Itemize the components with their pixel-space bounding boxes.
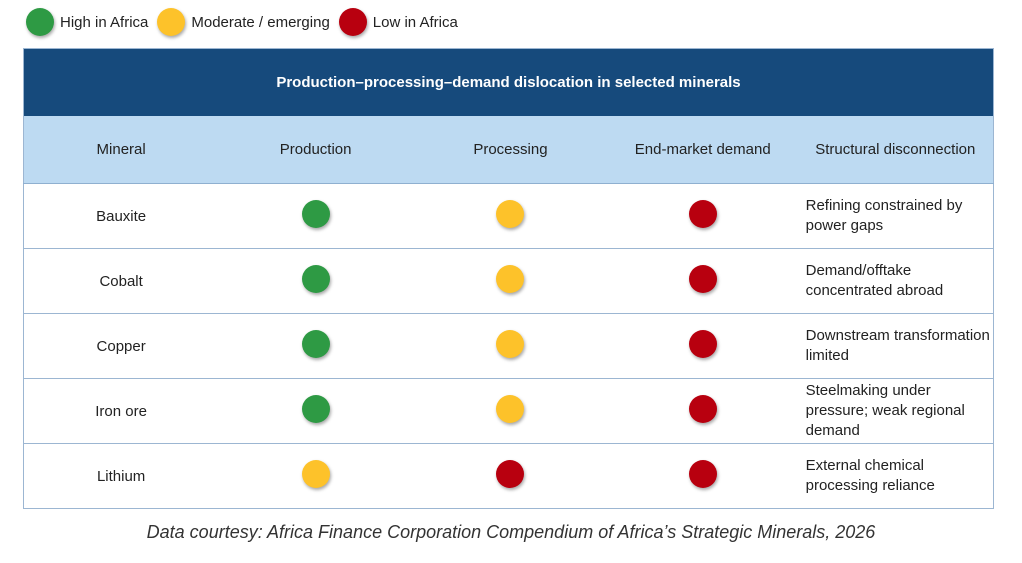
disconnection-cell: Demand/offtake concentrated abroad — [797, 248, 994, 314]
col-header-production: Production — [218, 116, 414, 184]
moderate-status-dot-icon — [301, 460, 330, 488]
demand-cell — [607, 248, 798, 314]
minerals-table: Production–processing–demand dislocation… — [23, 48, 994, 509]
demand-cell — [607, 183, 798, 249]
high-status-dot-icon — [301, 200, 330, 228]
table-row: Iron ore Steelmaking under pressure; weak… — [23, 378, 994, 444]
moderate-status-dot-icon — [496, 395, 525, 423]
moderate-status-dot-icon — [496, 330, 525, 358]
disconnection-cell: Refining constrained by power gaps — [797, 183, 994, 249]
legend: High in Africa Moderate / emerging Low i… — [26, 8, 467, 36]
legend-label: Moderate / emerging — [191, 13, 330, 31]
low-status-dot-icon — [688, 460, 717, 488]
production-cell — [218, 313, 414, 379]
processing-cell — [413, 248, 608, 314]
low-status-dot-icon — [688, 200, 717, 228]
mineral-cell: Copper — [23, 313, 219, 379]
caption: Data courtesy: Africa Finance Corporatio… — [146, 522, 876, 542]
disconnection-cell: External chemical processing reliance — [797, 443, 994, 509]
legend-item-moderate: Moderate / emerging — [157, 8, 330, 36]
low-status-dot-icon — [688, 395, 717, 423]
table-row: Lithium External chemical processing reli… — [23, 443, 994, 509]
low-status-dot-icon — [688, 330, 717, 358]
production-cell — [218, 248, 414, 314]
low-status-dot-icon — [496, 460, 525, 488]
production-cell — [218, 378, 414, 444]
processing-cell — [413, 313, 608, 379]
low-status-dot-icon — [688, 265, 717, 293]
moderate-status-dot-icon — [496, 265, 525, 293]
table-row: Bauxite Refining constrained by power gap… — [23, 183, 994, 249]
table-row: Copper Downstream transformation limited — [23, 313, 994, 379]
production-cell — [218, 443, 414, 509]
red-dot-icon — [338, 8, 367, 36]
processing-cell — [413, 378, 608, 444]
col-header-demand: End-market demand — [607, 116, 798, 184]
yellow-dot-icon — [157, 8, 186, 36]
legend-item-low: Low in Africa — [338, 8, 458, 36]
disconnection-cell: Downstream transformation limited — [797, 313, 994, 379]
mineral-cell: Bauxite — [23, 183, 219, 249]
col-header-mineral: Mineral — [23, 116, 219, 184]
high-status-dot-icon — [301, 395, 330, 423]
mineral-cell: Iron ore — [23, 378, 219, 444]
green-dot-icon — [26, 8, 54, 36]
demand-cell — [607, 443, 798, 509]
legend-item-high: High in Africa — [26, 8, 148, 36]
demand-cell — [607, 378, 798, 444]
high-status-dot-icon — [301, 330, 330, 358]
table-title: Production–processing–demand dislocation… — [23, 48, 994, 116]
production-cell — [218, 183, 414, 249]
moderate-status-dot-icon — [496, 200, 525, 228]
table-row: Cobalt Demand/offtake concentrated abroad — [23, 248, 994, 314]
mineral-cell: Lithium — [23, 443, 219, 509]
disconnection-cell: Steelmaking under pressure; weak regiona… — [797, 378, 994, 444]
legend-label: High in Africa — [60, 13, 149, 31]
col-header-disconnection: Structural disconnection — [797, 116, 994, 184]
high-status-dot-icon — [301, 265, 330, 293]
mineral-cell: Cobalt — [23, 248, 219, 314]
processing-cell — [413, 443, 608, 509]
legend-label: Low in Africa — [372, 13, 458, 31]
demand-cell — [607, 313, 798, 379]
col-header-processing: Processing — [413, 116, 608, 184]
processing-cell — [413, 183, 608, 249]
